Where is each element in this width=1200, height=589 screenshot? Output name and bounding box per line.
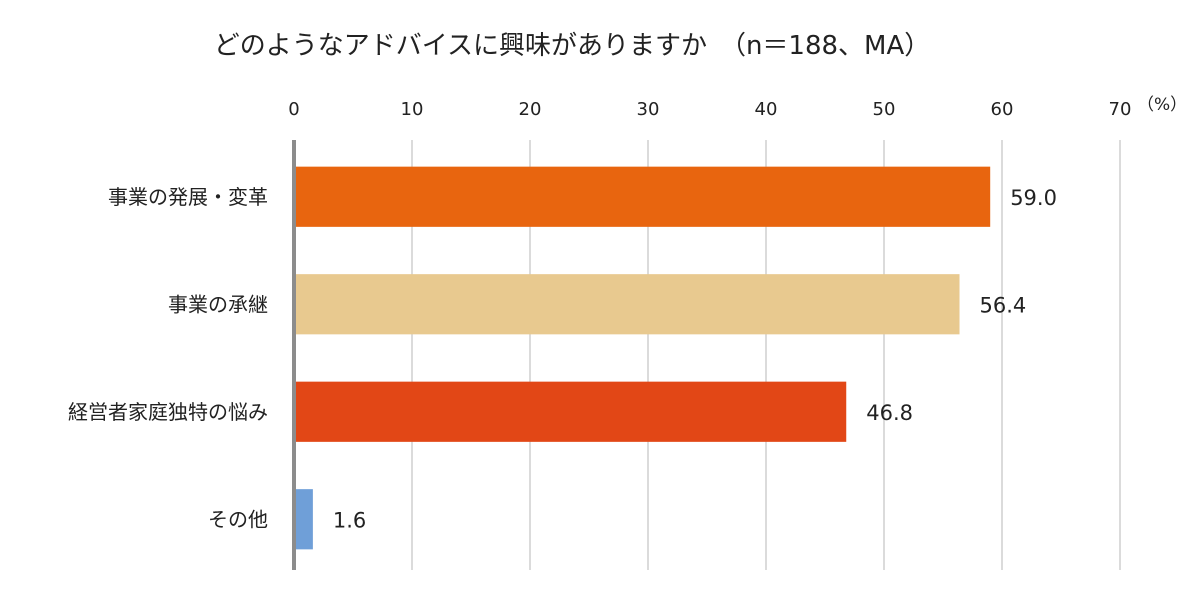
value-label: 56.4: [980, 293, 1027, 317]
x-tick-label: 10: [401, 99, 424, 120]
x-tick-label: 40: [755, 99, 778, 120]
x-axis-ticks: 0 10 20 30 40 50 60 70: [288, 99, 1131, 120]
chart-title: どのようなアドバイスに興味がありますか （n＝188、MA）: [214, 31, 931, 61]
bar: [296, 489, 313, 550]
category-label: その他: [208, 507, 268, 531]
bar: [296, 274, 960, 335]
x-tick-label: 0: [288, 99, 299, 120]
x-tick-label: 30: [637, 99, 660, 120]
value-label: 59.0: [1010, 186, 1057, 210]
category-label: 経営者家庭独特の悩み: [68, 400, 268, 424]
value-labels: 59.0 56.4 46.8 1.6: [333, 186, 1057, 533]
x-tick-label: 50: [873, 99, 896, 120]
category-label: 事業の承継: [168, 292, 268, 316]
bar: [296, 166, 991, 227]
bar: [296, 381, 847, 442]
value-label: 1.6: [333, 508, 366, 532]
x-tick-label: 20: [519, 99, 542, 120]
category-label: 事業の発展・変革: [108, 185, 268, 209]
unit-label: （%）: [1137, 95, 1187, 115]
value-label: 46.8: [866, 401, 913, 425]
x-tick-label: 60: [991, 99, 1014, 120]
x-tick-label: 70: [1109, 99, 1132, 120]
bars: [296, 166, 991, 550]
